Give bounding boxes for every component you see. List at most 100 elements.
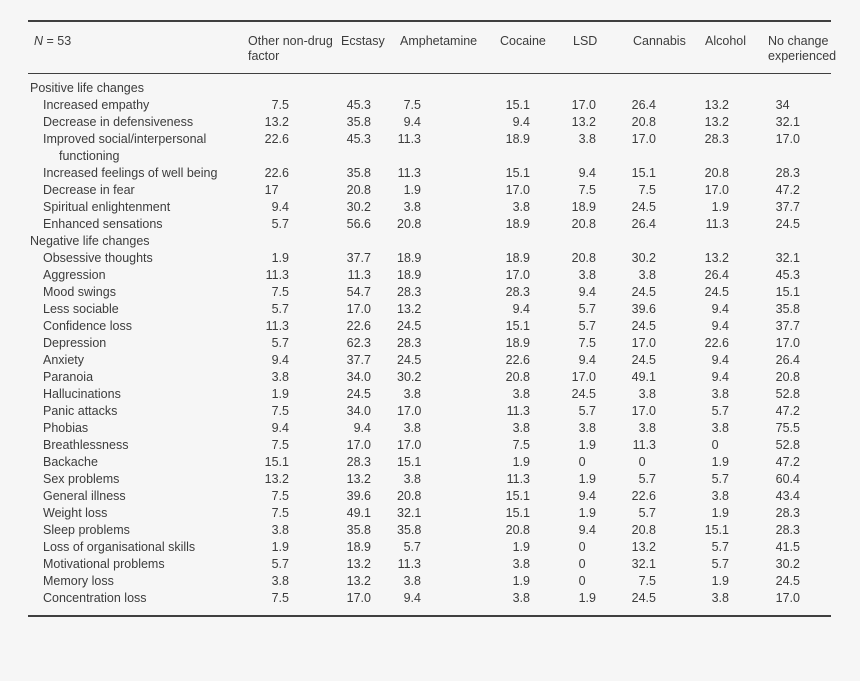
column-header: LSD [570,21,630,74]
value-text: 15.1 [397,455,422,469]
table-row: Sex problems 13.2 13.2 3.8 11.3 1.9 5.7 5.7 60.4 [28,471,831,488]
value-cell: 24.5 [397,318,497,335]
value-cell: 3.8 [245,369,338,386]
value-cell: 15.1 [497,165,570,182]
value-cell: 62.3 [338,335,397,352]
value-cell: 0.0 [570,573,630,590]
row-label: Sex problems [43,472,120,486]
value-text: 28.3 [397,285,422,299]
value-cell: 32.1 [630,556,702,573]
value-text: 9.4 [403,115,421,129]
row-label: Motivational problems [43,557,165,571]
value-cell: 24.5 [702,284,765,301]
value-cell: 24.5 [570,386,630,403]
value-cell: 24.5 [765,573,831,590]
value-text: 17.0 [346,302,371,316]
value-text: 18.9 [346,540,371,554]
value-cell: 37.7 [765,199,831,216]
value-cell: 28.3 [765,522,831,539]
value-cell: 17.0 [702,182,765,199]
table-row: Less sociable 5.7 17.0 13.2 9.4 5.7 39.6 9.4 35.… [28,301,831,318]
value-cell: 17.0 [570,369,630,386]
value-cell: 9.4 [702,301,765,318]
value-text: 32.1 [397,506,422,520]
value-cell: 9.4 [570,488,630,505]
value-cell: 13.2 [570,114,630,131]
value-text: 24.5 [631,285,656,299]
value-cell: 9.4 [245,199,338,216]
value-cell: 9.4 [702,352,765,369]
value-text: 5.7 [271,302,289,316]
value-text: 20.8 [571,251,596,265]
value-text: 17.0 [505,268,530,282]
value-cell: 3.8 [570,267,630,284]
table-row: Spiritual enlightenment 9.4 30.2 3.8 3.8 18.9… [28,199,831,216]
value-text: 18.9 [397,268,422,282]
value-cell: 28.3 [497,284,570,301]
value-cell: 1.9 [702,454,765,471]
value-cell: 3.8 [497,386,570,403]
value-text: 52.8 [775,387,800,401]
value-text: 11.3 [347,268,371,282]
value-text: 20.8 [571,217,596,231]
value-text: 37.7 [775,319,800,333]
value-text: 18.9 [397,251,422,265]
value-cell: 13.2 [702,250,765,267]
value-text: 7.5 [638,183,656,197]
value-cell: 9.4 [338,420,397,437]
row-label: Paranoia [43,370,94,384]
value-text: 0 [578,455,586,469]
value-text: 1.9 [271,540,289,554]
value-text: 11.3 [705,217,729,231]
section-row: Positive life changes [28,74,831,98]
value-cell: 7.5 [245,403,338,420]
value-text: 26.4 [631,217,656,231]
value-text: 7.5 [271,489,289,503]
value-cell: 17.0 [630,403,702,420]
value-text: 15.1 [264,455,289,469]
value-text: 15.1 [505,98,530,112]
value-text: 1.9 [271,251,289,265]
table-row: Phobias 9.4 9.4 3.8 3.8 3.8 3.8 3.8 75.5 [28,420,831,437]
value-text: 26.4 [631,98,656,112]
value-text: 3.8 [403,387,421,401]
value-cell: 49.1 [630,369,702,386]
value-text: 30.2 [397,370,422,384]
value-text: 5.7 [638,472,656,486]
value-cell: 11.3 [397,165,497,182]
column-header: Alcohol [702,21,765,74]
row-label: Breathlessness [43,438,129,452]
value-text: 9.4 [271,353,289,367]
value-text: 3.8 [578,132,596,146]
value-cell: 24.5 [630,318,702,335]
value-text: 17.0 [775,591,800,605]
value-cell: 5.7 [702,539,765,556]
value-text: 18.9 [505,251,530,265]
value-text: 13.2 [346,557,371,571]
value-text: 3.8 [638,387,656,401]
value-text: 17.0 [346,591,371,605]
value-cell: 35.8 [765,301,831,318]
value-cell: 45.3 [338,131,397,165]
value-text: 3.8 [578,268,596,282]
value-cell: 75.5 [765,420,831,437]
value-cell: 5.7 [570,301,630,318]
value-text: 1.9 [578,591,596,605]
value-text: 9.4 [271,421,289,435]
value-cell: 3.8 [630,267,702,284]
row-label: Memory loss [43,574,114,588]
value-text: 3.8 [403,472,421,486]
table-row: Decrease in fear 17.0 20.8 1.9 17.0 7.5 7.5 17.… [28,182,831,199]
value-cell: 52.8 [765,437,831,454]
value-text: 32.1 [775,115,800,129]
value-cell: 7.5 [245,488,338,505]
column-header: Other non-drug factor [245,21,338,74]
value-text: 28.3 [704,132,729,146]
value-cell: 9.4 [570,165,630,182]
table-row: Weight loss 7.5 49.1 32.1 15.1 1.9 5.7 1.9 28.3 [28,505,831,522]
value-text: 1.9 [578,438,596,452]
value-text: 22.6 [704,336,729,350]
value-cell: 3.8 [245,573,338,590]
value-cell: 7.5 [630,573,702,590]
table-row: Loss of organisational skills 1.9 18.9 5.7 1… [28,539,831,556]
